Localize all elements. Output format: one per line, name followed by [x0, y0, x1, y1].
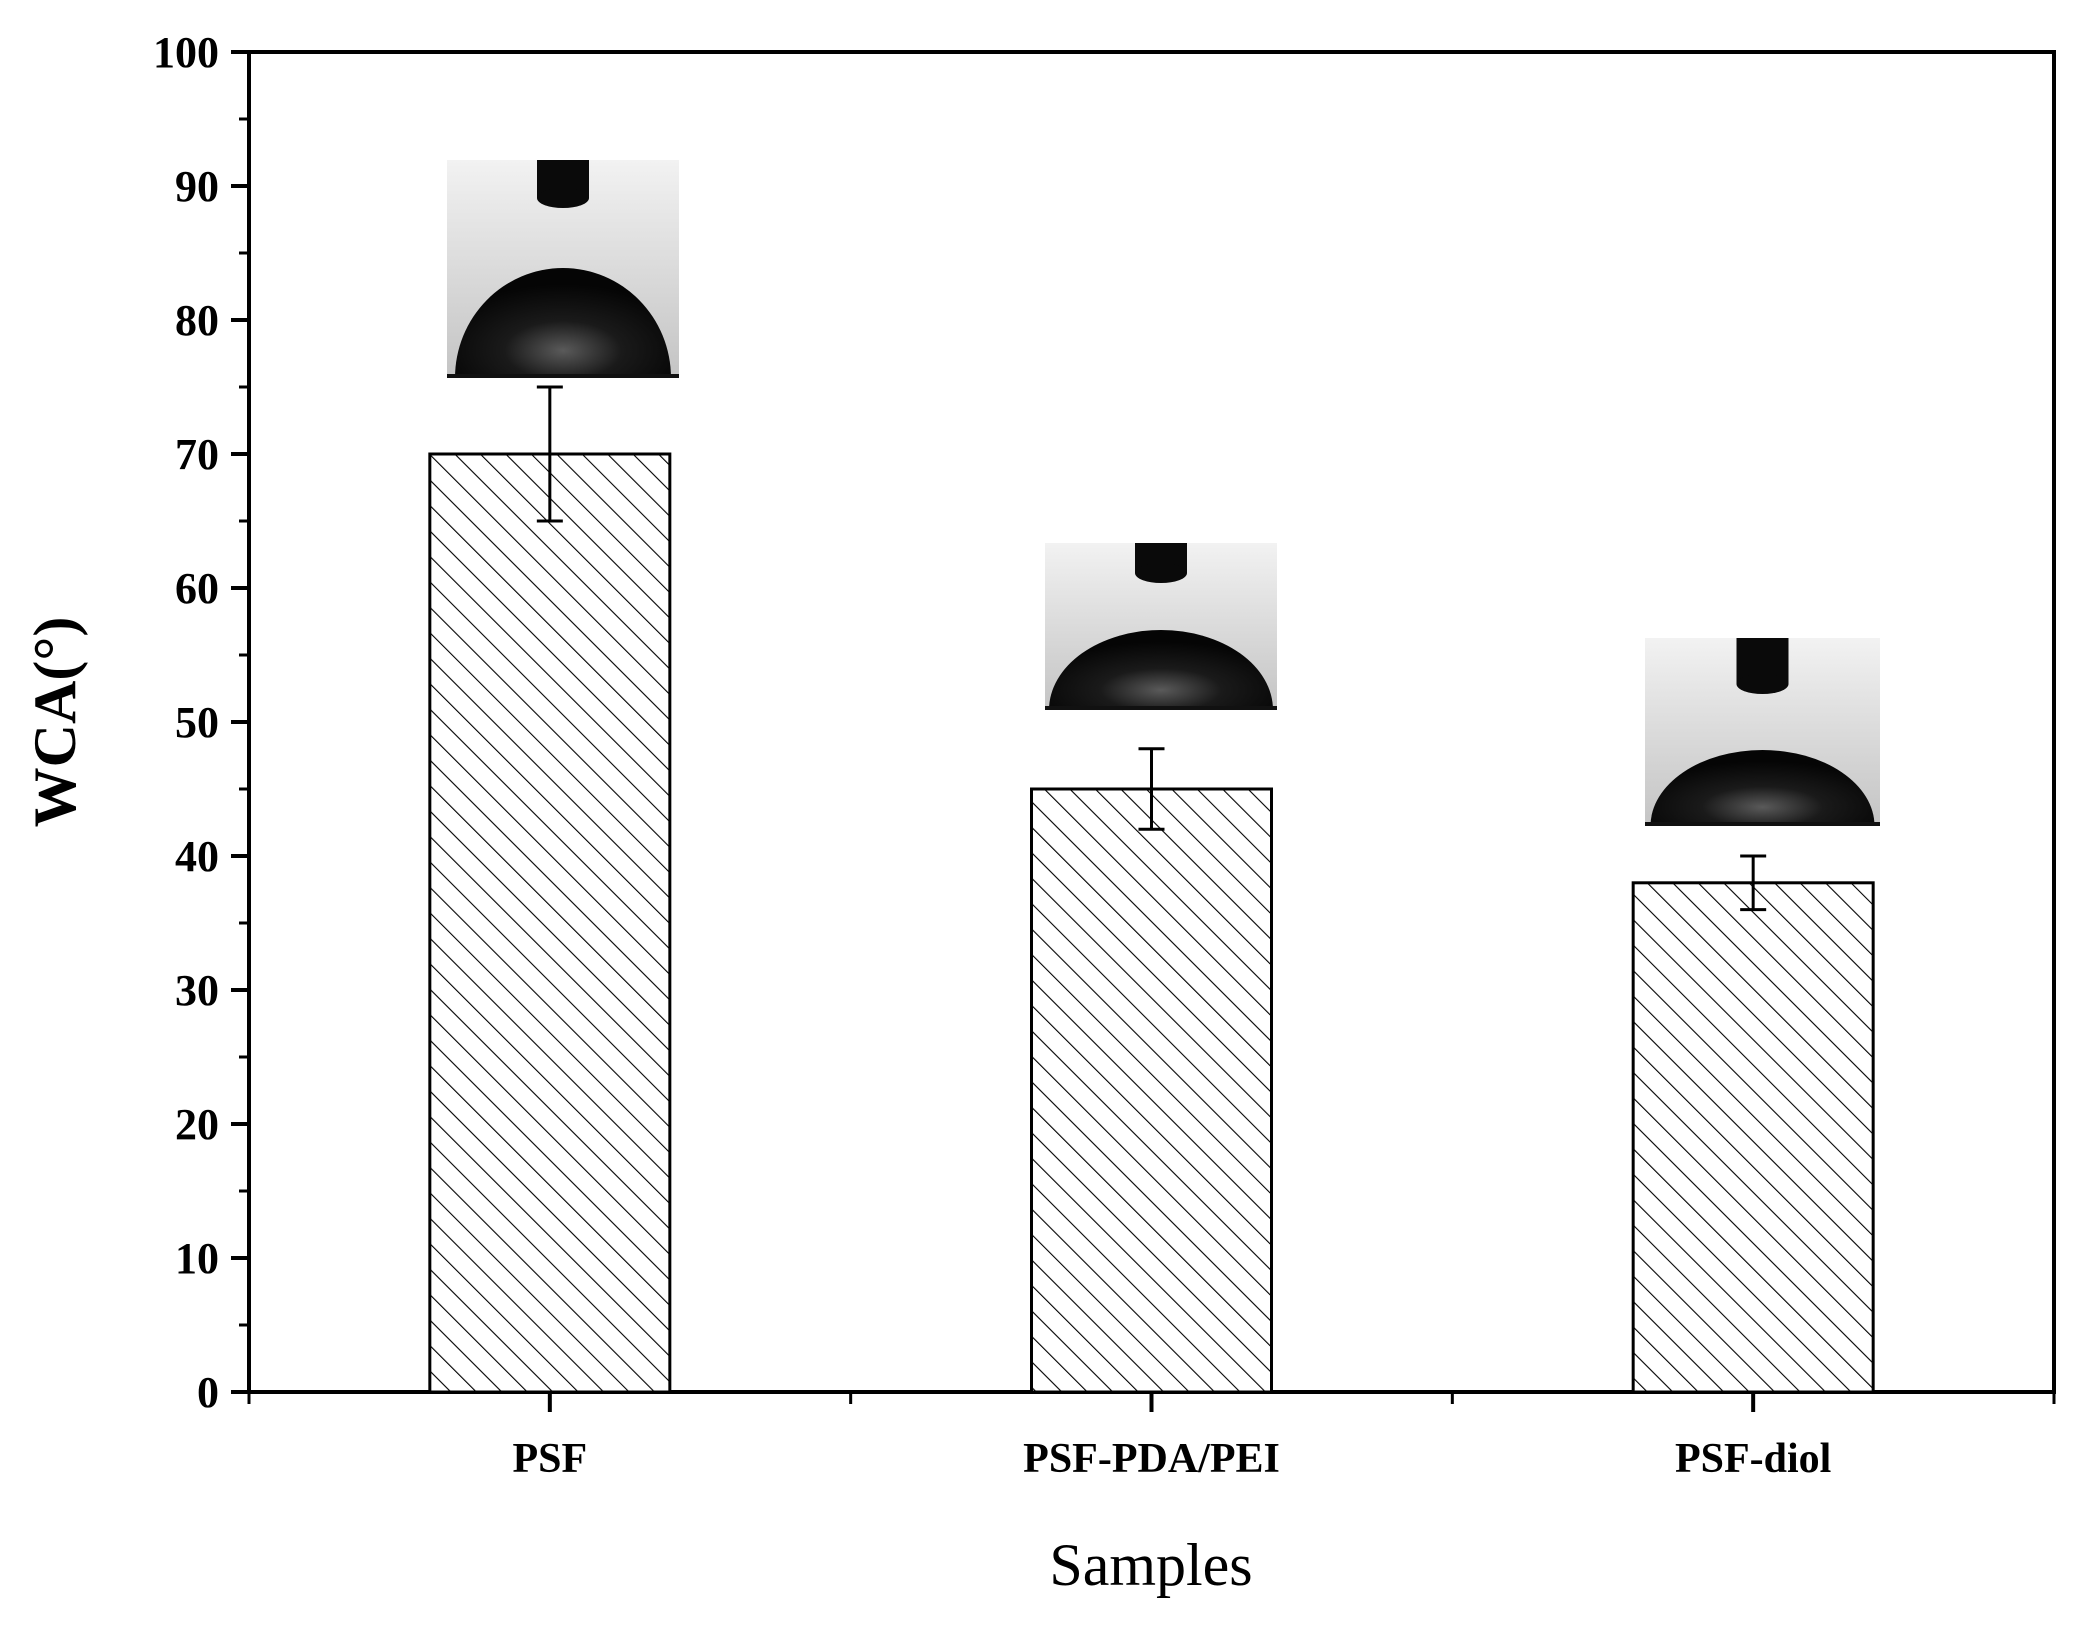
substrate [1645, 822, 1880, 826]
bars [428, 385, 1875, 1394]
droplet-photo [1645, 638, 1880, 826]
needle-tip [1135, 563, 1187, 583]
y-tick-label: 70 [175, 430, 219, 479]
x-axis-title: Samples [1049, 1532, 1252, 1598]
y-tick-label: 90 [175, 162, 219, 211]
y-tick-label: 40 [175, 832, 219, 881]
y-tick-label: 20 [175, 1100, 219, 1149]
needle-tip [1736, 674, 1789, 694]
water-droplet [455, 268, 671, 378]
substrate [1045, 706, 1277, 710]
x-axis: PSF PSF-PDA/PEI PSF-diol [247, 1392, 2056, 1482]
y-tick-label: 50 [175, 698, 219, 747]
bar [1030, 787, 1273, 1394]
y-tick-label: 0 [197, 1368, 219, 1417]
y-axis-title: WCA(°) [22, 617, 88, 828]
droplet-insets [447, 160, 1880, 826]
x-tick-label: PSF-diol [1675, 1436, 1831, 1482]
bar [428, 452, 672, 1394]
y-tick-label: 10 [175, 1234, 219, 1283]
y-tick-label: 30 [175, 966, 219, 1015]
x-tick-label: PSF [512, 1436, 587, 1482]
water-droplet [1049, 630, 1273, 710]
bar [1631, 881, 1875, 1394]
y-axis: 0 10 20 30 40 50 60 70 80 90 100 [153, 28, 249, 1417]
y-tick-label: 100 [153, 28, 219, 77]
droplet-photo [1045, 543, 1277, 710]
needle-tip [537, 188, 589, 208]
y-tick-label: 80 [175, 296, 219, 345]
x-tick-label: PSF-PDA/PEI [1023, 1436, 1280, 1482]
substrate [447, 374, 679, 378]
droplet-photo [447, 160, 679, 378]
y-tick-label: 60 [175, 564, 219, 613]
water-droplet [1650, 750, 1875, 826]
